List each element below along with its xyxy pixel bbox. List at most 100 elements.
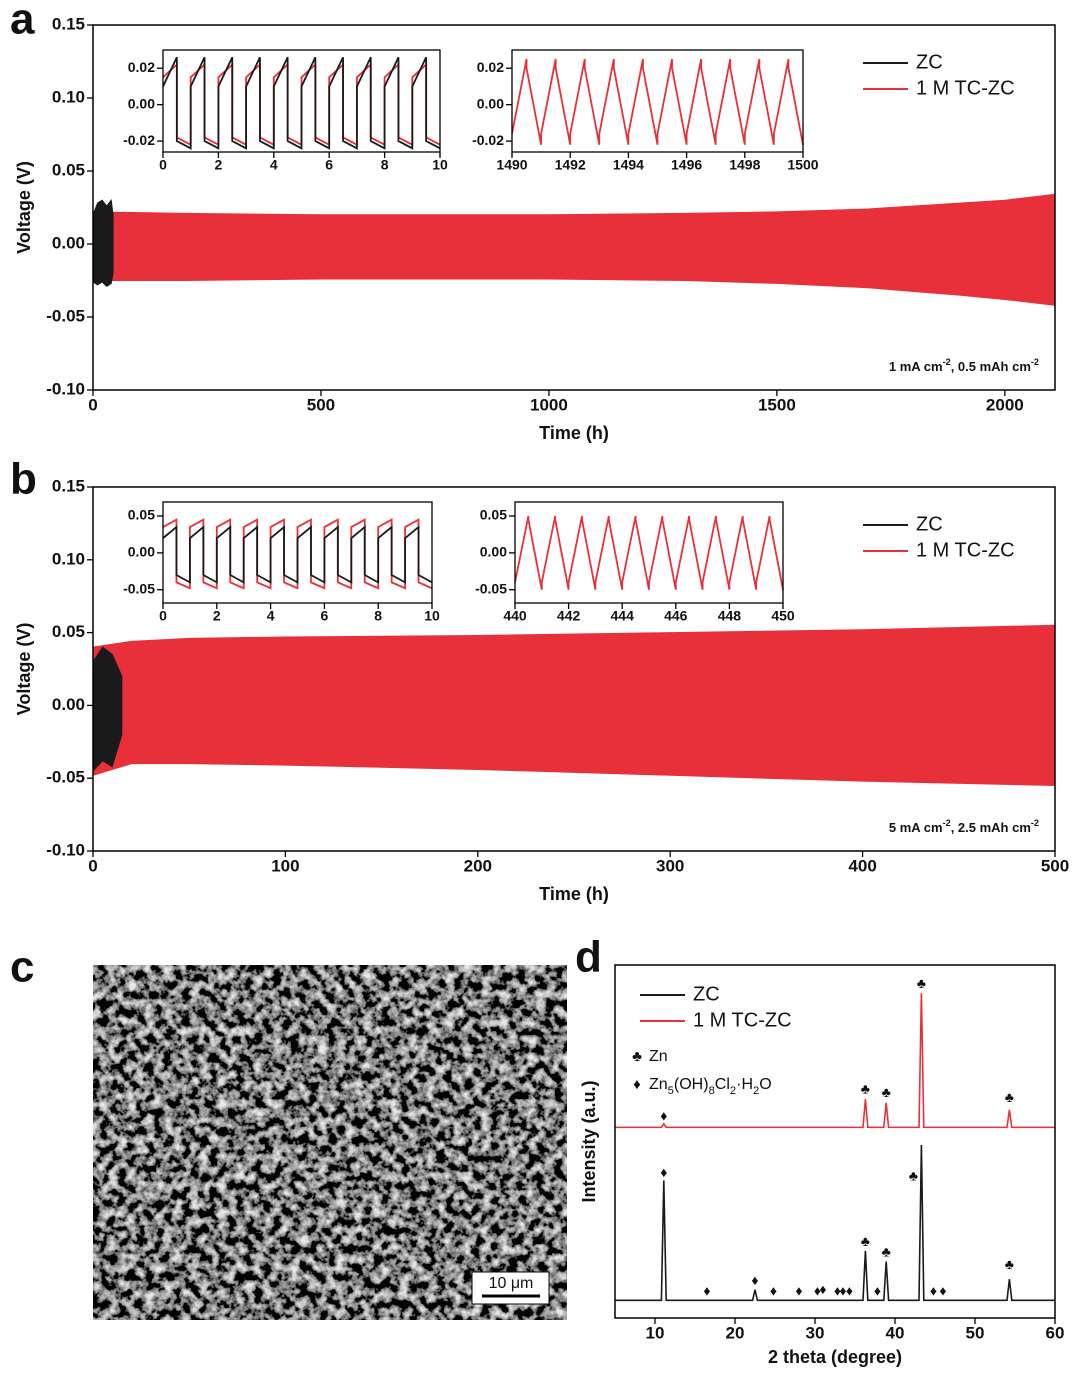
- text-part: -2: [1031, 818, 1039, 828]
- x-tick-label: 2: [215, 157, 223, 173]
- y-tick-label: 0.15: [52, 14, 85, 33]
- x-tick-label: 20: [726, 1323, 745, 1342]
- y-tick-label: 0.00: [52, 233, 85, 252]
- peak-marker: ♦: [660, 1164, 667, 1180]
- x-tick-label: 50: [966, 1323, 985, 1342]
- peak-marker: ♣: [909, 1168, 918, 1184]
- peak-marker: ♣: [861, 1233, 870, 1249]
- x-tick-label: 1500: [787, 157, 818, 173]
- peak-marker: ♦: [846, 1283, 853, 1299]
- text-part: 2: [753, 1085, 759, 1097]
- x-tick-label: 30: [806, 1323, 825, 1342]
- y-tick-label: 0.10: [52, 549, 85, 568]
- x-tick-label: 300: [656, 856, 684, 875]
- plot-frame: [162, 49, 441, 153]
- peak-marker: ♦: [930, 1283, 937, 1299]
- y-tick-label: -0.10: [46, 379, 85, 398]
- legend-label: ZC: [693, 983, 720, 1005]
- y-tick-label: 0.00: [477, 95, 504, 111]
- x-tick-label: 40: [886, 1323, 905, 1342]
- legend-label: 1 M TC-ZC: [693, 1009, 792, 1031]
- chart: 10 20 30 40 50 60 d 2 theta (degree) Intensity (…: [575, 933, 1064, 1367]
- peak-marker: ♦: [660, 1107, 667, 1123]
- plot-frame: [92, 24, 1056, 391]
- x-tick-label: 10: [432, 157, 448, 173]
- peak-marker: ♦: [814, 1283, 821, 1299]
- text-part: Cl: [715, 1076, 730, 1093]
- y-tick-label: 0.05: [128, 507, 155, 523]
- text-part: 8: [709, 1085, 715, 1097]
- y-tick-label: -0.05: [46, 306, 85, 325]
- y-tick-label: 0.02: [477, 59, 504, 75]
- data-line: [514, 515, 784, 590]
- inset-chart: 0 2 4 6 8 10 0.05 0.00 -0.05: [123, 501, 440, 624]
- x-tick-label: 60: [1046, 1323, 1065, 1342]
- x-tick-label: 6: [321, 608, 329, 624]
- peak-marker: ♣: [1005, 1256, 1014, 1272]
- text-part: , 2.5 mAh cm: [951, 820, 1031, 835]
- scale-bar-box: [471, 1271, 550, 1305]
- x-tick-label: 4: [270, 157, 278, 173]
- legend-label: 1 M TC-ZC: [916, 539, 1015, 561]
- peak-marker: ♣: [882, 1243, 891, 1259]
- peak-marker: ♦: [939, 1283, 946, 1299]
- y-tick-label: -0.05: [475, 580, 507, 596]
- y-tick-label: -0.10: [46, 840, 85, 859]
- y-tick-label: -0.02: [123, 132, 155, 148]
- y-axis-title: Voltage (V): [14, 623, 34, 716]
- peak-marker: ♦: [770, 1283, 777, 1299]
- peak-marker: ♦: [874, 1283, 881, 1299]
- x-axis-title: Time (h): [539, 884, 609, 904]
- marker-legend-label: Zn: [649, 1048, 668, 1065]
- y-tick-label: 0.05: [52, 160, 85, 179]
- peak-marker: ♣: [1005, 1089, 1014, 1105]
- data-line: [615, 1145, 1055, 1302]
- x-tick-label: 450: [771, 608, 795, 624]
- text-part: 5: [668, 1085, 674, 1097]
- x-tick-label: 0: [88, 856, 97, 875]
- y-axis-title: Voltage (V): [14, 161, 34, 254]
- inset-chart: 1490 1492 1494 1496 1498 1500 0.02 0.00 -0.02: [472, 49, 819, 173]
- y-tick-label: 0.00: [52, 695, 85, 714]
- text-part: , 0.5 mAh cm: [951, 359, 1031, 374]
- voltage-band: [92, 646, 123, 773]
- legend-label: ZC: [916, 513, 943, 535]
- x-tick-label: 10: [424, 608, 440, 624]
- text-part: -2: [943, 818, 951, 828]
- x-tick-label: 1498: [729, 157, 760, 173]
- voltage-band: [92, 198, 114, 287]
- peak-marker: ♣: [861, 1081, 870, 1097]
- sem-texture: [93, 965, 567, 1320]
- x-tick-label: 4: [267, 608, 275, 624]
- data-line: [162, 56, 441, 150]
- peak-marker: ♦: [751, 1272, 758, 1288]
- plot-frame: [511, 49, 804, 153]
- x-tick-label: 200: [464, 856, 492, 875]
- panel-label: d: [575, 933, 602, 982]
- text-part: -2: [943, 357, 951, 367]
- x-tick-label: 0: [159, 157, 167, 173]
- x-tick-label: 0: [88, 395, 97, 414]
- plot-frame: [92, 486, 1056, 852]
- peak-marker: ♦: [819, 1281, 826, 1297]
- inset-chart: 0 2 4 6 8 10 0.02 0.00 -0.02: [123, 49, 448, 173]
- sem-image: 10 μm: [93, 965, 567, 1320]
- x-axis-title: 2 theta (degree): [768, 1347, 902, 1367]
- text-part: 5 mA cm: [889, 820, 943, 835]
- peak-marker: ♦: [834, 1283, 841, 1299]
- y-axis-title: Intensity (a.u.): [579, 1080, 599, 1202]
- text-part: 1 mA cm: [889, 359, 943, 374]
- data-line: [615, 993, 1055, 1129]
- panel-label: a: [10, 0, 35, 44]
- legend-label: 1 M TC-ZC: [916, 77, 1015, 99]
- x-tick-label: 1500: [758, 395, 796, 414]
- data-line: [511, 58, 804, 145]
- x-axis-title: Time (h): [539, 423, 609, 443]
- y-tick-label: 0.00: [128, 544, 155, 560]
- marker-symbol: ♦: [633, 1076, 641, 1093]
- x-tick-label: 440: [503, 608, 527, 624]
- y-tick-label: 0.15: [52, 476, 85, 495]
- y-tick-label: 0.02: [128, 59, 155, 75]
- data-line: [162, 525, 433, 584]
- x-tick-label: 1496: [671, 157, 702, 173]
